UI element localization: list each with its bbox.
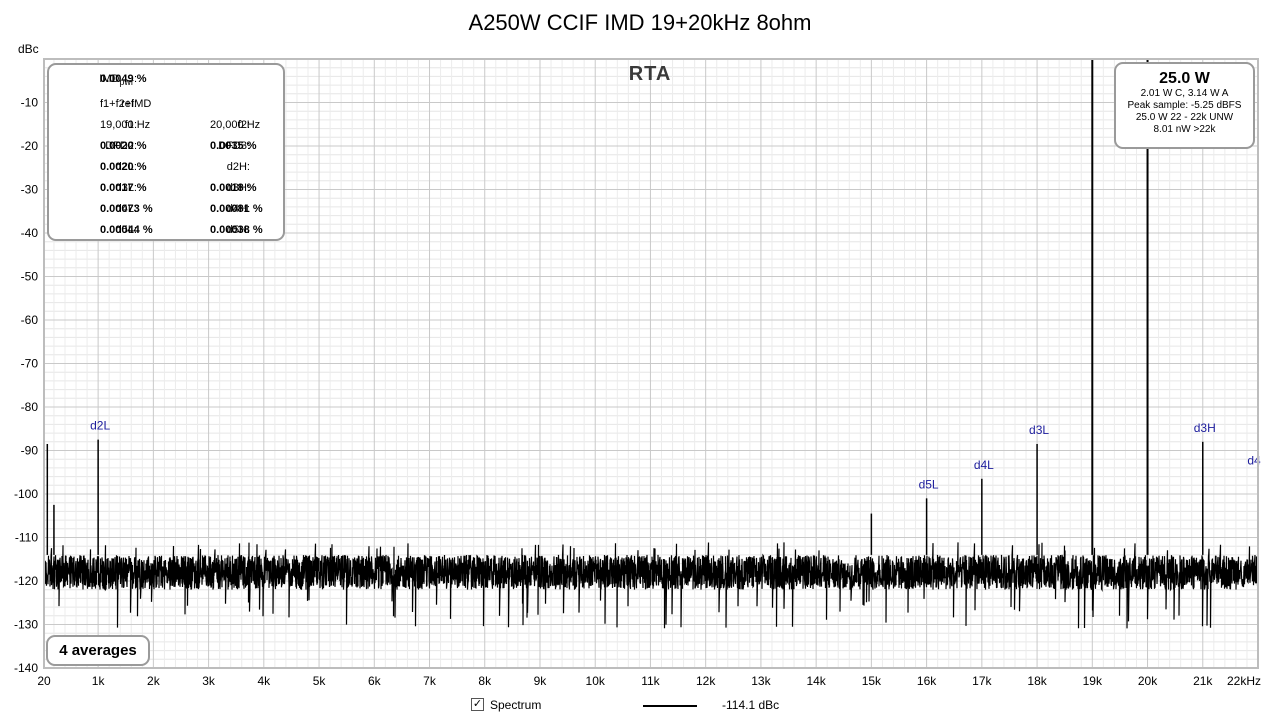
x-tick-label: 3k [202,674,216,688]
chart-title: A250W CCIF IMD 19+20kHz 8ohm [469,10,812,35]
d5h-value: 0.00038 % [210,224,263,236]
ref-key: ref: [121,98,137,110]
y-tick-label: -60 [21,313,39,327]
spectrum-checkbox[interactable]: ✓ [471,698,484,711]
x-tick-label: 4k [257,674,271,688]
power-weighted-line: 2.01 W C, 3.14 W A [1140,88,1229,99]
x-tick-label: 9k [534,674,548,688]
y-tick-label: -30 [21,183,39,197]
d5l-value: 0.00044 % [100,224,153,236]
legend-line-swatch [643,705,697,707]
y-tick-label: -50 [21,270,39,284]
y-tick-label: -110 [15,531,38,545]
x-tick-label: 13k [751,674,771,688]
peak-label: d3H [1194,421,1216,435]
x-tick-label: 7k [423,674,437,688]
f1-value: 19,000 Hz [100,119,151,131]
f2-value: 20,000 Hz [210,119,261,131]
x-tick-label: 10k [586,674,606,688]
y-tick-label: -20 [21,139,39,153]
d3h-key: d3H: [226,182,250,194]
y-tick-label: -10 [21,96,39,110]
d2l-value: 0.0020 % [100,161,147,173]
ref-value: f1+f2+IMD [100,98,152,110]
ref-row: ref: f1+f2+IMD [49,97,283,111]
x-tick-label: 2k [147,674,161,688]
plot-border [43,58,1259,669]
x-tick-label: 12k [696,674,716,688]
legend-cursor-value: -114.1 dBc [722,698,780,712]
d3l-value: 0.0017 % [100,182,147,194]
y-tick-labels: -10 -20 -30 -40 -50 -60 -70 -80 -90 -100 -110 -120 -… [14,96,38,676]
y-tick-label: -90 [21,444,39,458]
x-tick-label: 1k [92,674,106,688]
d4l-key: d4L: [115,203,137,215]
f-row: f1: 19,000 Hz f2: 20,000 Hz [49,118,283,132]
y-tick-label: -120 [14,574,38,588]
rta-label: RTA [628,63,672,85]
imd-results-panel: IMDpwr: 0.0049 % ref: f1+f2+IMD f1: 19,0… [47,63,285,241]
x-tick-label: 21k [1193,674,1213,688]
d2l-key: d2L: [115,161,137,173]
dfd-row: DFD2: 0.0020 % DFD3: 0.0035 % [49,139,283,153]
d2-row: d2L: 0.0020 % d2H: [49,160,283,174]
d4-row: d4L: 0.00073 % d4H: 0.00081 % [49,202,283,216]
dfd3-key: DFD3: [218,140,250,152]
imd-key: IMDpwr: [99,73,137,88]
imd-value: 0.0049 % [100,73,147,85]
imd-row: IMDpwr: 0.0049 % [49,72,283,88]
y-axis-label: dBc [18,42,39,56]
power-main-value: 25.0 W [1159,70,1210,87]
d3-row: d3L: 0.0017 % d3H: 0.0018 % [49,181,283,195]
x-tick-label: 17k [972,674,992,688]
d3l-key: d3L: [115,182,137,194]
f1-key: f1: [124,119,137,131]
d5l-key: d5L: [115,224,137,236]
d3h-value: 0.0018 % [210,182,257,194]
power-summary-panel: 25.0 W 2.01 W C, 3.14 W A Peak sample: -… [1114,62,1255,149]
d2h-key: d2H: [226,161,250,173]
d5-row: d5L: 0.00044 % d5H: 0.00038 % [49,223,283,237]
x-tick-label: 15k [862,674,882,688]
y-tick-label: -140 [14,661,38,675]
d4l-value: 0.00073 % [100,203,153,215]
legend-series-name: Spectrum [490,698,542,712]
x-tick-label: 6k [368,674,382,688]
x-tick-label: 20 [37,674,51,688]
peak-label: d2L [90,419,110,433]
x-tick-labels: 20 1k 2k 3k 4k 5k 6k 7k 8k 9k 10k 11k 12k 13k 14k 15k 16… [37,674,1261,688]
d4h-key: d4H: [226,203,250,215]
x-tick-label: 22kHz [1227,674,1261,688]
x-tick-label: 14k [806,674,826,688]
x-tick-label: 11k [641,674,660,688]
d5h-key: d5H: [226,224,250,236]
f2-key: f2: [237,119,250,131]
averages-badge: 4 averages [46,635,150,666]
y-tick-label: -80 [21,400,39,414]
y-tick-label: -100 [14,487,38,501]
x-tick-label: 8k [478,674,492,688]
series-spectrum-line [43,542,1259,629]
peak-label: d5L [919,477,939,491]
y-tick-label: -40 [21,226,39,240]
peak-label: d4L [974,458,994,472]
dfd2-value: 0.0020 % [100,140,147,152]
y-tick-label: -70 [21,357,39,371]
x-tick-label: 19k [1083,674,1103,688]
dfd3-value: 0.0035 % [210,140,257,152]
y-tick-label: -130 [14,618,38,632]
power-above-band-line: 8.01 nW >22k [1153,124,1216,135]
x-tick-label: 5k [313,674,327,688]
x-tick-label: 16k [917,674,937,688]
d4h-value: 0.00081 % [210,203,263,215]
dfd2-key: DFD2: [105,140,137,152]
x-tick-label: 18k [1027,674,1047,688]
peak-sample-line: Peak sample: -5.25 dBFS [1127,100,1242,111]
peak-label: d3L [1029,423,1049,437]
power-band-line: 25.0 W 22 - 22k UNW [1135,112,1234,123]
legend: ✓ Spectrum -114.1 dBc [0,697,1280,717]
x-tick-label: 20k [1138,674,1158,688]
